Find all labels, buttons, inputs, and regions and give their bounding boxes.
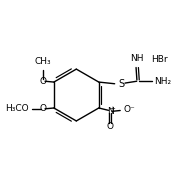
Text: N: N [107, 107, 113, 116]
Text: O: O [107, 122, 114, 131]
Text: NH: NH [131, 54, 144, 63]
Text: NH₂: NH₂ [154, 77, 172, 86]
Text: O: O [40, 104, 46, 113]
Text: O⁻: O⁻ [123, 105, 135, 114]
Text: O: O [40, 77, 46, 86]
Text: S: S [118, 79, 124, 89]
Text: H₃CO: H₃CO [5, 104, 28, 113]
Text: HBr: HBr [152, 55, 168, 64]
Text: +: + [110, 106, 116, 112]
Text: CH₃: CH₃ [35, 56, 51, 65]
